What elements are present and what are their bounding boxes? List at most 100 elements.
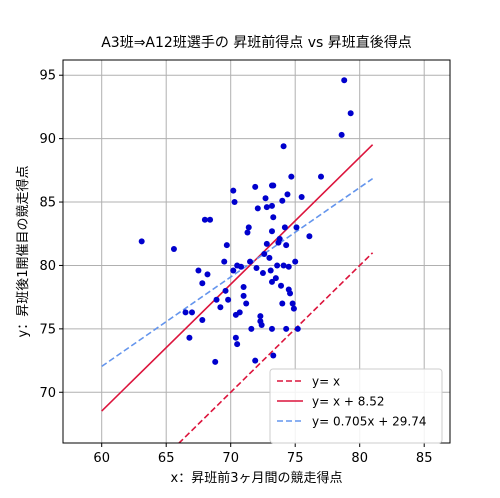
data-point <box>288 173 295 180</box>
legend-label: y= x + 8.52 <box>312 395 384 409</box>
data-point <box>268 325 275 332</box>
data-point <box>195 267 202 274</box>
data-point <box>289 300 296 307</box>
legend-label: y= x <box>312 375 340 389</box>
y-tick-label: 80 <box>39 259 56 274</box>
data-point <box>270 214 277 221</box>
data-point <box>279 300 286 307</box>
legend-label: y= 0.705x + 29.74 <box>312 415 426 429</box>
data-point <box>230 267 237 274</box>
data-point <box>253 264 260 271</box>
x-tick-label: 75 <box>287 451 304 466</box>
data-point <box>263 240 270 247</box>
data-point <box>268 278 275 285</box>
data-point <box>341 77 348 84</box>
data-point <box>254 205 261 212</box>
data-point <box>272 275 279 282</box>
y-tick-label: 85 <box>39 196 56 211</box>
data-point <box>212 358 219 365</box>
grid-lines <box>63 60 450 443</box>
data-point <box>258 322 265 329</box>
data-point <box>230 187 237 194</box>
regression-lines <box>101 144 374 443</box>
data-point <box>281 224 288 231</box>
data-point <box>186 334 193 341</box>
data-point <box>338 131 345 138</box>
x-tick-label: 80 <box>351 451 368 466</box>
x-tick-label: 85 <box>416 451 433 466</box>
plot-frame <box>62 59 451 444</box>
data-point <box>170 245 177 252</box>
data-point <box>263 204 270 211</box>
data-point <box>270 352 277 359</box>
data-point <box>236 309 243 316</box>
y-axis-ticks: 70 75 80 85 90 95 <box>39 69 63 401</box>
data-point <box>318 173 324 180</box>
x-axis-label: x：昇班前3ヶ月間の競走得点 <box>171 470 343 486</box>
data-point <box>238 263 245 270</box>
data-point <box>252 183 259 190</box>
x-tick-label: 60 <box>93 451 110 466</box>
data-point <box>222 287 229 294</box>
y-tick-label: 70 <box>39 386 56 401</box>
data-point <box>247 258 254 265</box>
legend-frame <box>269 368 443 444</box>
data-point <box>290 305 297 312</box>
data-point <box>207 216 214 223</box>
data-point <box>266 254 273 261</box>
data-point <box>223 242 230 249</box>
data-point <box>182 309 189 316</box>
chart-title: A3班⇒A12班選手の 昇班前得点 vs 昇班直後得点 <box>101 34 412 51</box>
y-tick-label: 90 <box>39 132 56 147</box>
x-tick-label: 65 <box>158 451 175 466</box>
data-point <box>225 296 232 303</box>
data-point <box>243 300 250 307</box>
data-point <box>279 197 286 204</box>
data-point <box>262 195 269 202</box>
data-point <box>259 270 266 277</box>
data-point <box>240 292 247 299</box>
y-axis-label: y：昇班後1開催目の競走得点 <box>15 166 31 338</box>
data-point <box>213 296 220 303</box>
data-point <box>199 316 206 323</box>
fit-line-3 <box>101 177 374 368</box>
data-point <box>298 193 305 200</box>
data-point <box>189 309 195 316</box>
data-point <box>234 341 241 348</box>
data-point <box>201 216 208 223</box>
data-point <box>280 143 287 150</box>
data-point <box>244 229 251 236</box>
data-point <box>252 357 259 364</box>
data-point <box>280 262 287 269</box>
x-tick-label: 70 <box>222 451 239 466</box>
data-point <box>138 238 145 245</box>
data-point <box>292 258 299 265</box>
legend: y= x y= x + 8.52 y= 0.705x + 29.74 <box>269 368 443 444</box>
data-point <box>217 304 224 311</box>
x-axis-ticks: 60 65 70 75 80 85 <box>93 443 432 466</box>
y-tick-label: 75 <box>39 322 56 337</box>
data-point <box>283 325 290 332</box>
data-point <box>287 290 294 297</box>
data-point <box>278 282 285 289</box>
y-tick-label: 95 <box>39 69 56 84</box>
data-point <box>232 334 239 341</box>
data-point <box>347 110 354 117</box>
fit-line-1 <box>177 252 374 443</box>
data-point <box>284 191 291 198</box>
data-point <box>231 199 238 206</box>
data-point <box>306 233 313 240</box>
data-point <box>268 202 275 209</box>
data-point <box>294 325 301 332</box>
data-point <box>240 284 247 291</box>
data-point <box>293 224 300 231</box>
data-point <box>283 242 290 249</box>
data-point <box>245 224 252 231</box>
data-point <box>268 228 275 235</box>
data-point <box>257 313 264 320</box>
data-point <box>248 325 255 332</box>
data-point <box>270 182 277 189</box>
data-point <box>267 267 274 274</box>
data-point <box>204 271 211 278</box>
